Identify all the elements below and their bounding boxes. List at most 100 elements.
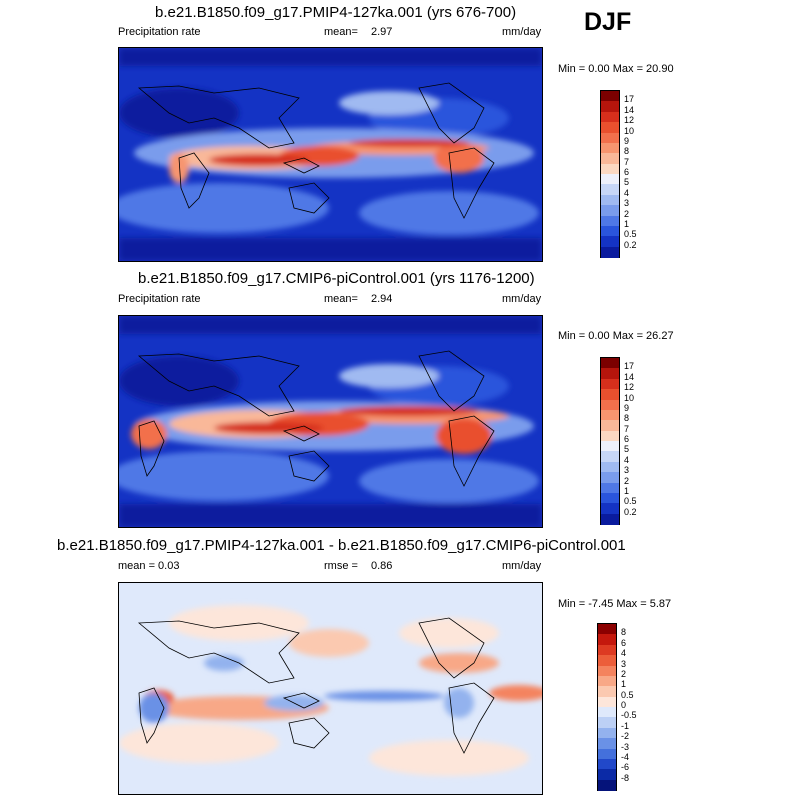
colorbar-swatch bbox=[601, 142, 619, 154]
colorbar-swatch bbox=[601, 441, 619, 452]
colorbar-swatch bbox=[598, 665, 616, 677]
colorbar-tick-label: 1 bbox=[621, 679, 627, 690]
colorbar-swatch bbox=[601, 101, 619, 113]
colorbar-tick-label: 17 bbox=[624, 94, 635, 105]
colorbar-swatch bbox=[598, 758, 616, 770]
colorbar-swatch bbox=[601, 472, 619, 483]
colorbar-tick-label: -1 bbox=[621, 720, 630, 731]
colorbar-swatch bbox=[601, 163, 619, 175]
colorbar-swatch bbox=[598, 707, 616, 718]
colorbar-swatch bbox=[598, 655, 616, 666]
season-label: DJF bbox=[584, 8, 632, 36]
colorbar-tick-label: 10 bbox=[624, 125, 635, 136]
colorbar-swatch bbox=[601, 389, 619, 400]
colorbar-swatch bbox=[598, 686, 616, 698]
colorbar-tick-label: 9 bbox=[624, 135, 630, 146]
panel-title-middle: b.e21.B1850.f09_g17.CMIP6-piControl.001 … bbox=[138, 270, 535, 287]
colorbar-tick-label: 12 bbox=[624, 115, 635, 126]
precip-map-middle bbox=[118, 315, 543, 528]
colorbar-tick-label: -0.5 bbox=[621, 710, 637, 721]
colorbar-swatch bbox=[598, 644, 616, 656]
colorbar-swatch bbox=[601, 215, 619, 227]
panel-units-top: mm/day bbox=[502, 26, 542, 38]
colorbar-swatch bbox=[601, 122, 619, 133]
colorbar-tick-label: 7 bbox=[624, 156, 630, 167]
colorbar-swatch bbox=[601, 205, 619, 216]
colorbar-top bbox=[600, 90, 620, 258]
colorbar-tick-label: -3 bbox=[621, 741, 630, 752]
panel-minmax-bottom: Min = -7.45 Max = 5.87 bbox=[558, 598, 672, 610]
colorbar-tick-label: 2 bbox=[621, 668, 627, 679]
panel-variable-label-top: Precipitation rate bbox=[118, 26, 201, 38]
panel-mean-label-top: mean= bbox=[324, 26, 358, 38]
panel-title-bottom: b.e21.B1850.f09_g17.PMIP4-127ka.001 - b.… bbox=[57, 537, 626, 554]
colorbar-swatch bbox=[601, 132, 619, 144]
colorbar-tick-label: 1 bbox=[624, 218, 630, 229]
colorbar-tick-label: 9 bbox=[624, 402, 630, 413]
panel-variable-label-middle: Precipitation rate bbox=[118, 293, 201, 305]
colorbar-tick-label: 8 bbox=[621, 627, 627, 638]
precip-diff-map bbox=[118, 582, 543, 795]
colorbar-tick-label: 6 bbox=[621, 637, 627, 648]
colorbar-tick-label: 6 bbox=[624, 434, 630, 444]
colorbar-swatch bbox=[598, 624, 616, 635]
panel-mean-value-middle: 2.94 bbox=[371, 293, 393, 305]
colorbar-swatch bbox=[598, 696, 616, 708]
panel-minmax-middle: Min = 0.00 Max = 26.27 bbox=[558, 330, 674, 342]
panel-title-top: b.e21.B1850.f09_g17.PMIP4-127ka.001 (yrs… bbox=[155, 4, 517, 21]
colorbar-swatch bbox=[598, 738, 616, 749]
colorbar-tick-label: 0.5 bbox=[621, 689, 634, 700]
colorbar-swatch bbox=[601, 236, 619, 248]
colorbar-swatch bbox=[601, 368, 619, 380]
colorbar-swatch bbox=[601, 420, 619, 432]
colorbar-tick-label: 6 bbox=[624, 167, 630, 177]
colorbar-tick-label: 7 bbox=[624, 423, 630, 434]
colorbar-tick-label: 14 bbox=[624, 371, 635, 382]
panel-units-middle: mm/day bbox=[502, 293, 542, 305]
colorbar-swatch bbox=[598, 779, 616, 791]
colorbar-swatch bbox=[601, 225, 619, 237]
colorbar-tick-label: 2 bbox=[624, 475, 630, 486]
colorbar-swatch bbox=[601, 184, 619, 196]
colorbar-swatch bbox=[601, 174, 619, 185]
colorbar-tick-label: 8 bbox=[624, 146, 630, 157]
panel-minmax-top: Min = 0.00 Max = 20.90 bbox=[558, 63, 674, 75]
colorbar-tick-label: -2 bbox=[621, 731, 630, 742]
colorbar-tick-label: 3 bbox=[621, 658, 627, 669]
colorbar-tick-label: 1 bbox=[624, 485, 630, 496]
colorbar-tick-label: 12 bbox=[624, 382, 635, 393]
colorbar-tick-label: 0 bbox=[621, 700, 627, 710]
colorbar-swatch bbox=[601, 194, 619, 206]
colorbar-tick-label: -8 bbox=[621, 772, 630, 783]
panel-rmse-label-bottom: rmse = bbox=[324, 560, 358, 572]
colorbar-tick-label: 4 bbox=[624, 454, 630, 465]
colorbar-tick-label: 0.2 bbox=[624, 239, 637, 250]
colorbar-tick-label: 4 bbox=[624, 187, 630, 198]
colorbar-swatch bbox=[601, 409, 619, 421]
colorbar-tick-label: 10 bbox=[624, 392, 635, 403]
colorbar-tick-label: 0.5 bbox=[624, 229, 637, 240]
colorbar-swatch bbox=[601, 503, 619, 515]
colorbar-swatch bbox=[601, 91, 619, 102]
colorbar-swatch bbox=[601, 492, 619, 504]
colorbar-swatch bbox=[601, 378, 619, 390]
colorbar-swatch bbox=[601, 399, 619, 411]
colorbar-tick-label: 3 bbox=[624, 465, 630, 476]
colorbar-tick-label: 5 bbox=[624, 177, 630, 188]
colorbar-swatch bbox=[601, 111, 619, 123]
colorbar-swatch bbox=[601, 153, 619, 165]
colorbar-swatch bbox=[601, 461, 619, 473]
panel-mean-value-top: 2.97 bbox=[371, 26, 393, 38]
colorbar-tick-label: 2 bbox=[624, 208, 630, 219]
colorbar-bottom bbox=[597, 623, 617, 791]
panel-units-bottom: mm/day bbox=[502, 560, 542, 572]
colorbar-swatch bbox=[601, 482, 619, 494]
colorbar-tick-label: -6 bbox=[621, 762, 630, 773]
colorbar-tick-label: 14 bbox=[624, 104, 635, 115]
panel-rmse-value-bottom: 0.86 bbox=[371, 560, 393, 572]
colorbar-tick-label: 0.5 bbox=[624, 496, 637, 507]
colorbar-swatch bbox=[598, 675, 616, 687]
colorbar-tick-label: -4 bbox=[621, 751, 630, 762]
colorbar-middle bbox=[600, 357, 620, 525]
colorbar-swatch bbox=[601, 358, 619, 369]
